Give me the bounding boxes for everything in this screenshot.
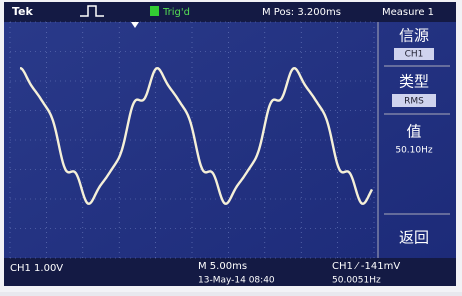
date: 13-May-14 08:40: [198, 276, 275, 286]
oscilloscope-screen: Tek Trig'd M Pos: 3.200ms Measure 1 信源 C…: [0, 0, 462, 292]
page: Tek Trig'd M Pos: 3.200ms Measure 1 信源 C…: [0, 0, 462, 296]
menu-setting: 50.10Hz: [395, 146, 433, 156]
frequency: 50.0051Hz: [332, 276, 381, 286]
menu-label[interactable]: 信源: [399, 27, 429, 45]
position: M Pos: 3.200ms: [262, 7, 341, 18]
menu-label[interactable]: 值: [406, 123, 421, 141]
menu-label[interactable]: 类型: [399, 73, 429, 91]
menu-title: Measure 1: [382, 7, 434, 18]
display: [4, 2, 456, 286]
menu-setting: RMS: [404, 97, 424, 107]
brand: Tek: [12, 5, 34, 18]
menu-setting: CH1: [405, 50, 424, 60]
trigger-level: CH1 ⁄ -141mV: [332, 261, 400, 272]
trig-indicator: [150, 6, 159, 16]
channel-scale: CH1 1.00V: [10, 263, 63, 274]
time-scale: M 5.00ms: [198, 261, 247, 272]
trigger-status: Trig'd: [162, 7, 190, 18]
menu-label[interactable]: 返回: [399, 229, 429, 247]
